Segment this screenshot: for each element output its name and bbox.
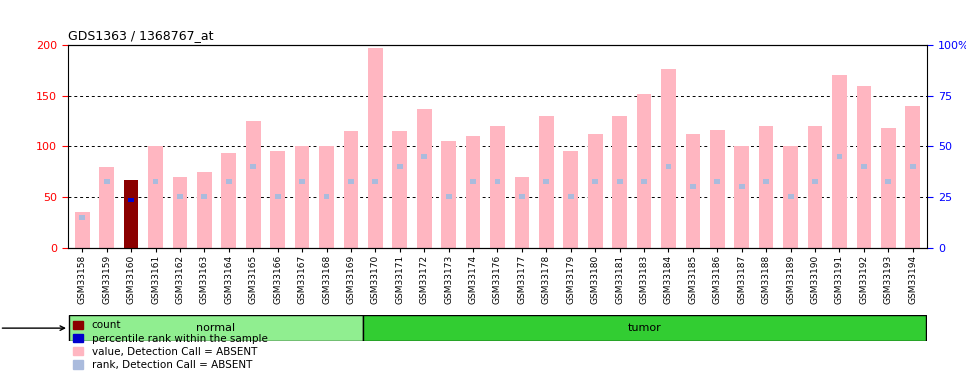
Bar xyxy=(250,164,256,169)
Bar xyxy=(466,136,480,248)
Bar xyxy=(417,109,432,248)
Bar xyxy=(612,116,627,248)
Bar xyxy=(246,121,261,248)
Text: GDS1363 / 1368767_at: GDS1363 / 1368767_at xyxy=(68,30,213,42)
Bar xyxy=(544,179,550,184)
Bar xyxy=(666,164,671,169)
Bar xyxy=(69,315,363,341)
Bar xyxy=(299,179,305,184)
Bar xyxy=(202,194,208,200)
Bar xyxy=(519,194,525,200)
Bar xyxy=(763,179,769,184)
Bar xyxy=(739,184,745,189)
Bar xyxy=(661,69,676,248)
Bar xyxy=(445,194,451,200)
Bar xyxy=(226,179,232,184)
Bar xyxy=(787,194,793,200)
Bar xyxy=(886,179,892,184)
Bar xyxy=(99,166,114,248)
Bar xyxy=(808,126,822,248)
Bar xyxy=(324,194,329,200)
Bar xyxy=(373,179,379,184)
Bar xyxy=(274,194,280,200)
Bar xyxy=(392,131,407,248)
Bar xyxy=(319,146,334,248)
Bar xyxy=(637,94,651,248)
Bar xyxy=(197,172,212,248)
Bar xyxy=(295,146,309,248)
Bar xyxy=(910,164,916,169)
Bar xyxy=(495,179,500,184)
Bar xyxy=(857,86,871,248)
Bar xyxy=(588,134,603,248)
Bar xyxy=(568,194,574,200)
Bar xyxy=(832,75,847,248)
Bar xyxy=(686,134,700,248)
Bar xyxy=(812,179,818,184)
Bar xyxy=(905,106,920,248)
Bar xyxy=(363,315,926,341)
Bar xyxy=(515,177,529,248)
Legend: count, percentile rank within the sample, value, Detection Call = ABSENT, rank, : count, percentile rank within the sample… xyxy=(72,320,268,370)
Bar xyxy=(759,126,774,248)
Bar xyxy=(715,179,721,184)
Bar xyxy=(592,179,598,184)
Bar xyxy=(148,146,163,248)
Bar xyxy=(837,154,842,159)
Text: tumor: tumor xyxy=(628,323,662,333)
Bar xyxy=(470,179,476,184)
Bar xyxy=(270,151,285,248)
Bar xyxy=(616,179,622,184)
Bar xyxy=(75,212,90,248)
Bar xyxy=(861,164,867,169)
Text: normal: normal xyxy=(196,323,236,333)
Bar xyxy=(734,146,749,248)
Bar xyxy=(173,177,187,248)
Bar xyxy=(128,198,134,202)
Bar xyxy=(348,179,354,184)
Bar xyxy=(783,146,798,248)
Bar xyxy=(490,126,505,248)
Bar xyxy=(368,48,383,248)
Bar xyxy=(690,184,696,189)
Bar xyxy=(153,179,158,184)
Bar xyxy=(344,131,358,248)
Bar xyxy=(124,180,138,248)
Bar xyxy=(79,214,85,220)
Bar xyxy=(177,194,183,200)
Bar xyxy=(563,151,578,248)
Bar xyxy=(539,116,554,248)
Bar xyxy=(103,179,109,184)
Bar xyxy=(441,141,456,248)
Bar xyxy=(881,128,895,248)
Bar xyxy=(710,130,724,248)
Bar xyxy=(421,154,427,159)
Bar xyxy=(641,179,647,184)
Bar xyxy=(397,164,403,169)
Text: disease state: disease state xyxy=(0,323,65,333)
Bar xyxy=(221,153,236,248)
